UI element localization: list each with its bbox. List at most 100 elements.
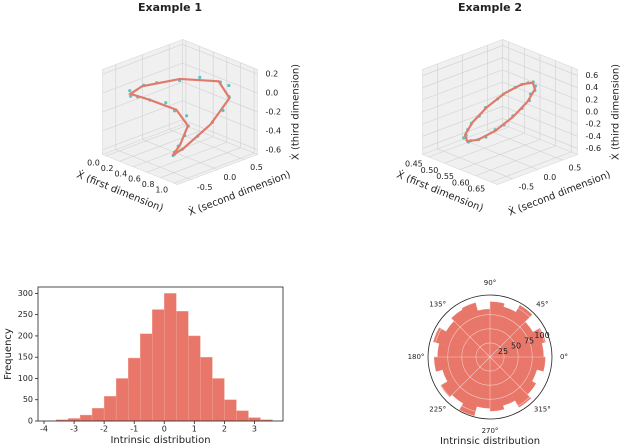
x-tick-label: 0.55 <box>436 172 454 181</box>
x-tick-label: -4 <box>40 425 48 434</box>
bar <box>176 311 189 422</box>
bar <box>127 357 141 422</box>
x-tick-label: 1.0 <box>155 186 168 195</box>
theta-tick-label: 90° <box>484 279 496 287</box>
grid-line <box>422 93 503 125</box>
grid-line <box>102 43 183 75</box>
scatter-point <box>198 75 202 79</box>
theta-tick-label: 135° <box>429 301 446 309</box>
scatter-point <box>129 94 133 98</box>
r-tick-label: 50 <box>511 342 521 351</box>
grid-line <box>437 148 513 180</box>
y-tick-label: 150 <box>18 353 33 362</box>
bar <box>248 417 261 422</box>
bar <box>224 399 237 422</box>
polar-bar <box>459 356 491 416</box>
bar <box>103 396 117 422</box>
grid-line <box>169 129 245 160</box>
r-tick-label: 75 <box>524 336 534 345</box>
x-tick-label: 0.8 <box>142 180 155 189</box>
r-tick-label: 25 <box>498 347 508 356</box>
grid-line <box>502 106 578 137</box>
grid-line <box>102 119 183 151</box>
x-tick-label: 2 <box>222 425 227 434</box>
bar <box>164 293 177 422</box>
grid-spoke <box>445 356 491 402</box>
bar <box>236 410 249 422</box>
y-tick-label: 0.5 <box>250 163 263 172</box>
theta-tick-label: 0° <box>560 353 568 361</box>
plot-frame <box>37 286 284 422</box>
theta-tick-label: 225° <box>429 405 446 413</box>
scatter-point <box>227 83 231 88</box>
grid-line <box>182 62 258 94</box>
x-axis-label: Intrinsic distribution <box>110 435 210 446</box>
z-tick-label: -0.2 <box>586 120 602 129</box>
z-tick-label: 0.2 <box>266 70 279 79</box>
grid-spoke <box>489 356 535 402</box>
theta-tick-label: 45° <box>536 301 548 309</box>
x-axis-label: Intrinsic distribution <box>440 436 540 447</box>
grid-line <box>487 129 563 161</box>
bar <box>212 378 225 422</box>
x-tick-label: -3 <box>70 425 78 434</box>
bar <box>152 309 165 422</box>
z-tick-label: 0.6 <box>586 71 599 80</box>
z-tick-label: -0.2 <box>266 108 282 117</box>
grid-line <box>422 118 503 149</box>
chart-title: Example 2 <box>458 1 522 14</box>
y-tick-label: 0.0 <box>224 173 237 182</box>
scatter-point <box>128 89 132 93</box>
z-tick-label: -0.4 <box>586 132 602 141</box>
theta-tick-label: 315° <box>534 405 551 413</box>
y-tick-label: -0.5 <box>519 182 535 191</box>
z-tick-label: 0.0 <box>586 108 599 117</box>
grid-spoke <box>489 312 535 358</box>
x-tick-label: 0.6 <box>128 175 141 184</box>
y-tick-label: 50 <box>23 395 33 404</box>
theta-tick-label: 270° <box>482 427 499 435</box>
grid-spoke <box>445 312 491 358</box>
y-tick-label: -0.5 <box>197 183 213 192</box>
bar <box>79 414 93 422</box>
y-tick-label: 200 <box>18 331 33 340</box>
bar <box>188 335 201 422</box>
scatter-point <box>462 136 466 140</box>
grid-line <box>102 62 183 94</box>
x-tick-label: 0.0 <box>87 158 100 167</box>
grid-line <box>182 43 258 75</box>
scatter-point <box>184 114 189 118</box>
x-tick-label: 0.2 <box>101 164 114 173</box>
y-tick-label: 0.5 <box>569 164 582 173</box>
grid-line <box>142 139 218 170</box>
grid-line <box>502 57 578 88</box>
grid-line <box>502 69 578 101</box>
y-tick-label: 100 <box>18 374 33 383</box>
grid-line <box>422 81 503 113</box>
chart-title: Example 1 <box>138 1 202 14</box>
polar-frame <box>427 294 553 420</box>
z-tick-label: 0.2 <box>586 95 599 104</box>
bar <box>115 378 129 422</box>
y-tick-label: 300 <box>18 289 33 298</box>
grid-line <box>182 119 258 151</box>
bar <box>91 408 105 422</box>
z-axis-label: Ẋ (third dimension) <box>289 64 302 160</box>
y-tick-label: 0 <box>28 417 33 426</box>
grid-line <box>422 106 503 137</box>
z-tick-label: -0.4 <box>266 126 282 135</box>
z-tick-label: -0.6 <box>586 144 602 153</box>
z-tick-label: -0.6 <box>266 145 282 154</box>
grid-line <box>182 100 258 132</box>
x-tick-label: 1 <box>192 425 197 434</box>
grid-line <box>115 149 191 180</box>
x-tick-label: -1 <box>130 425 138 434</box>
grid-line <box>422 57 503 88</box>
x-tick-label: 0.65 <box>467 185 485 194</box>
polar-bar <box>433 327 491 358</box>
grid-line <box>502 118 578 149</box>
grid-line <box>102 100 183 132</box>
x-tick-label: 0.50 <box>421 166 439 175</box>
r-tick-label: 100 <box>534 331 549 340</box>
